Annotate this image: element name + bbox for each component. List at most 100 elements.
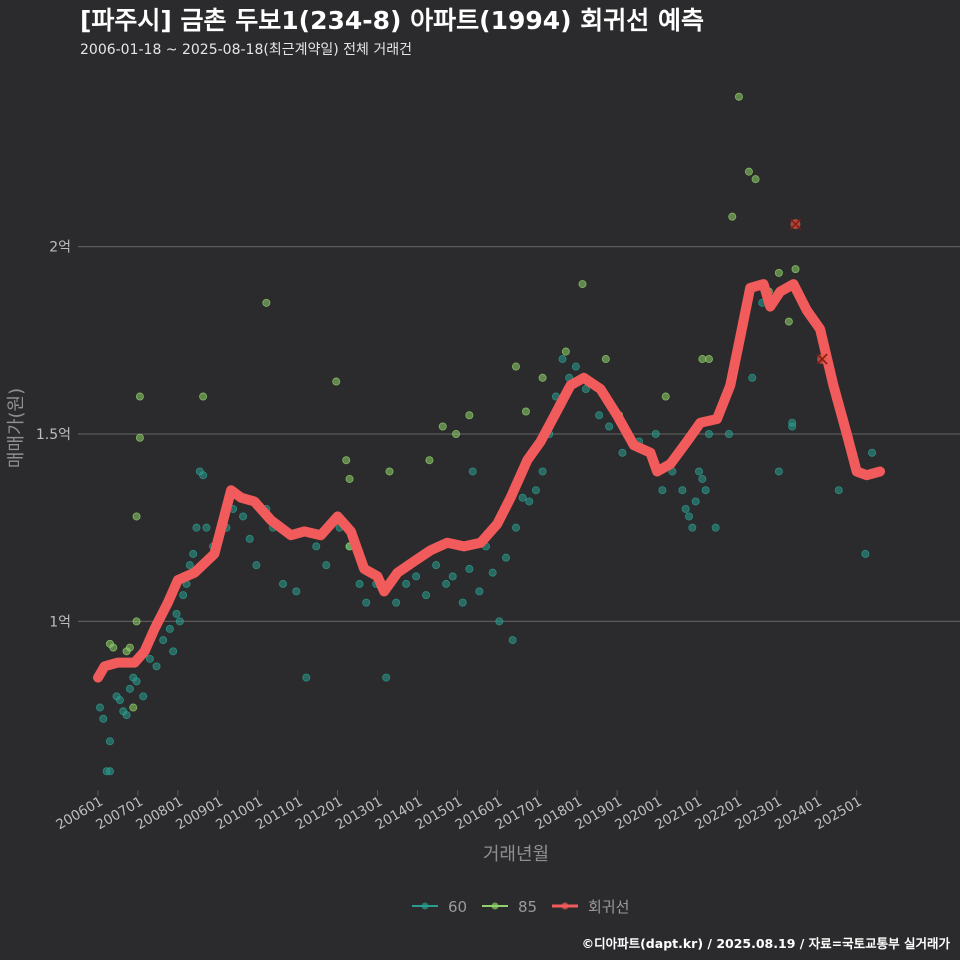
data-point-60 bbox=[595, 411, 604, 420]
data-point-60 bbox=[511, 523, 520, 532]
y-tick-label: 1억 bbox=[49, 614, 71, 630]
data-point-60 bbox=[245, 534, 254, 543]
data-point-60 bbox=[192, 523, 201, 532]
data-point-85 bbox=[784, 317, 793, 326]
data-point-85 bbox=[125, 643, 134, 652]
data-point-60 bbox=[678, 486, 687, 495]
data-point-60 bbox=[145, 654, 154, 663]
data-point-60 bbox=[202, 523, 211, 532]
data-point-85 bbox=[728, 212, 737, 221]
data-point-60 bbox=[99, 714, 108, 723]
data-point-85 bbox=[132, 617, 141, 626]
data-point-85 bbox=[332, 377, 341, 386]
data-point-60 bbox=[179, 591, 188, 600]
data-point-85 bbox=[425, 456, 434, 465]
data-point-60 bbox=[691, 497, 700, 506]
data-point-60 bbox=[392, 598, 401, 607]
data-point-85 bbox=[438, 422, 447, 431]
highlight-x-mark bbox=[816, 353, 828, 365]
grid-layer bbox=[78, 246, 960, 622]
data-point-85 bbox=[135, 392, 144, 401]
data-point-60 bbox=[159, 636, 168, 645]
legend-swatch-point bbox=[491, 902, 499, 910]
data-point-60 bbox=[501, 553, 510, 562]
data-point-85 bbox=[744, 167, 753, 176]
data-point-60 bbox=[488, 568, 497, 577]
legend-label: 85 bbox=[518, 898, 537, 916]
y-tick-layer: 1억 1.5억 2억 bbox=[36, 240, 71, 631]
data-point-60 bbox=[355, 579, 364, 588]
data-point-60 bbox=[834, 486, 843, 495]
data-point-85 bbox=[661, 392, 670, 401]
data-point-60 bbox=[658, 486, 667, 495]
data-point-85 bbox=[791, 265, 800, 274]
data-point-60 bbox=[475, 587, 484, 596]
data-point-60 bbox=[538, 467, 547, 476]
data-point-60 bbox=[132, 677, 141, 686]
legend-label: 회귀선 bbox=[588, 898, 629, 916]
data-point-85 bbox=[345, 474, 354, 483]
data-point-60 bbox=[581, 385, 590, 394]
regression-line bbox=[93, 279, 885, 683]
data-point-60 bbox=[252, 561, 261, 570]
line-layer bbox=[93, 279, 885, 683]
data-point-60 bbox=[518, 493, 527, 502]
points-layer bbox=[95, 92, 877, 776]
data-point-60 bbox=[724, 429, 733, 438]
data-point-60 bbox=[861, 549, 870, 558]
data-point-85 bbox=[109, 643, 118, 652]
x-axis-title: 거래년월 bbox=[483, 844, 549, 865]
legend-label: 60 bbox=[448, 898, 467, 916]
data-point-60 bbox=[105, 737, 114, 746]
data-point-60 bbox=[302, 673, 311, 682]
y-tick-label: 1.5억 bbox=[36, 427, 71, 443]
legend-swatch-point bbox=[561, 902, 569, 910]
data-point-85 bbox=[734, 92, 743, 101]
data-point-85 bbox=[521, 407, 530, 416]
data-point-85 bbox=[129, 703, 138, 712]
data-point-60 bbox=[115, 696, 124, 705]
data-point-60 bbox=[382, 673, 391, 682]
data-point-60 bbox=[531, 486, 540, 495]
data-point-60 bbox=[322, 561, 331, 570]
data-point-85 bbox=[262, 298, 271, 307]
data-point-60 bbox=[711, 523, 720, 532]
chart-title: [파주시] 금촌 두보1(234-8) 아파트(1994) 회귀선 예측 bbox=[80, 6, 704, 35]
data-point-60 bbox=[525, 497, 534, 506]
data-point-60 bbox=[185, 561, 194, 570]
data-point-60 bbox=[105, 767, 114, 776]
data-point-60 bbox=[239, 512, 248, 521]
data-point-60 bbox=[362, 598, 371, 607]
data-point-60 bbox=[189, 549, 198, 558]
legend-swatch-point bbox=[421, 902, 429, 910]
data-point-60 bbox=[448, 572, 457, 581]
data-point-85 bbox=[452, 429, 461, 438]
data-point-60 bbox=[694, 467, 703, 476]
data-point-60 bbox=[774, 467, 783, 476]
data-point-85 bbox=[511, 362, 520, 371]
y-axis-title: 매매가(원) bbox=[6, 388, 27, 468]
data-point-60 bbox=[465, 564, 474, 573]
caption: ©디아파트(dapt.kr) / 2025.08.19 / 자료=국토교통부 실… bbox=[582, 936, 951, 951]
data-point-60 bbox=[651, 429, 660, 438]
data-point-60 bbox=[139, 692, 148, 701]
data-point-85 bbox=[601, 355, 610, 364]
data-point-60 bbox=[152, 662, 161, 671]
data-point-60 bbox=[618, 448, 627, 457]
data-point-85 bbox=[135, 433, 144, 442]
data-point-85 bbox=[561, 347, 570, 356]
data-point-60 bbox=[199, 471, 208, 480]
data-point-60 bbox=[688, 523, 697, 532]
data-point-60 bbox=[698, 474, 707, 483]
data-point-60 bbox=[868, 448, 877, 457]
chart-subtitle: 2006-01-18 ~ 2025-08-18(최근계약일) 전체 거래건 bbox=[80, 42, 412, 58]
data-point-60 bbox=[165, 624, 174, 633]
data-point-60 bbox=[402, 579, 411, 588]
data-point-85 bbox=[704, 355, 713, 364]
data-point-60 bbox=[422, 591, 431, 600]
data-point-60 bbox=[558, 355, 567, 364]
data-point-85 bbox=[199, 392, 208, 401]
data-point-60 bbox=[175, 617, 184, 626]
